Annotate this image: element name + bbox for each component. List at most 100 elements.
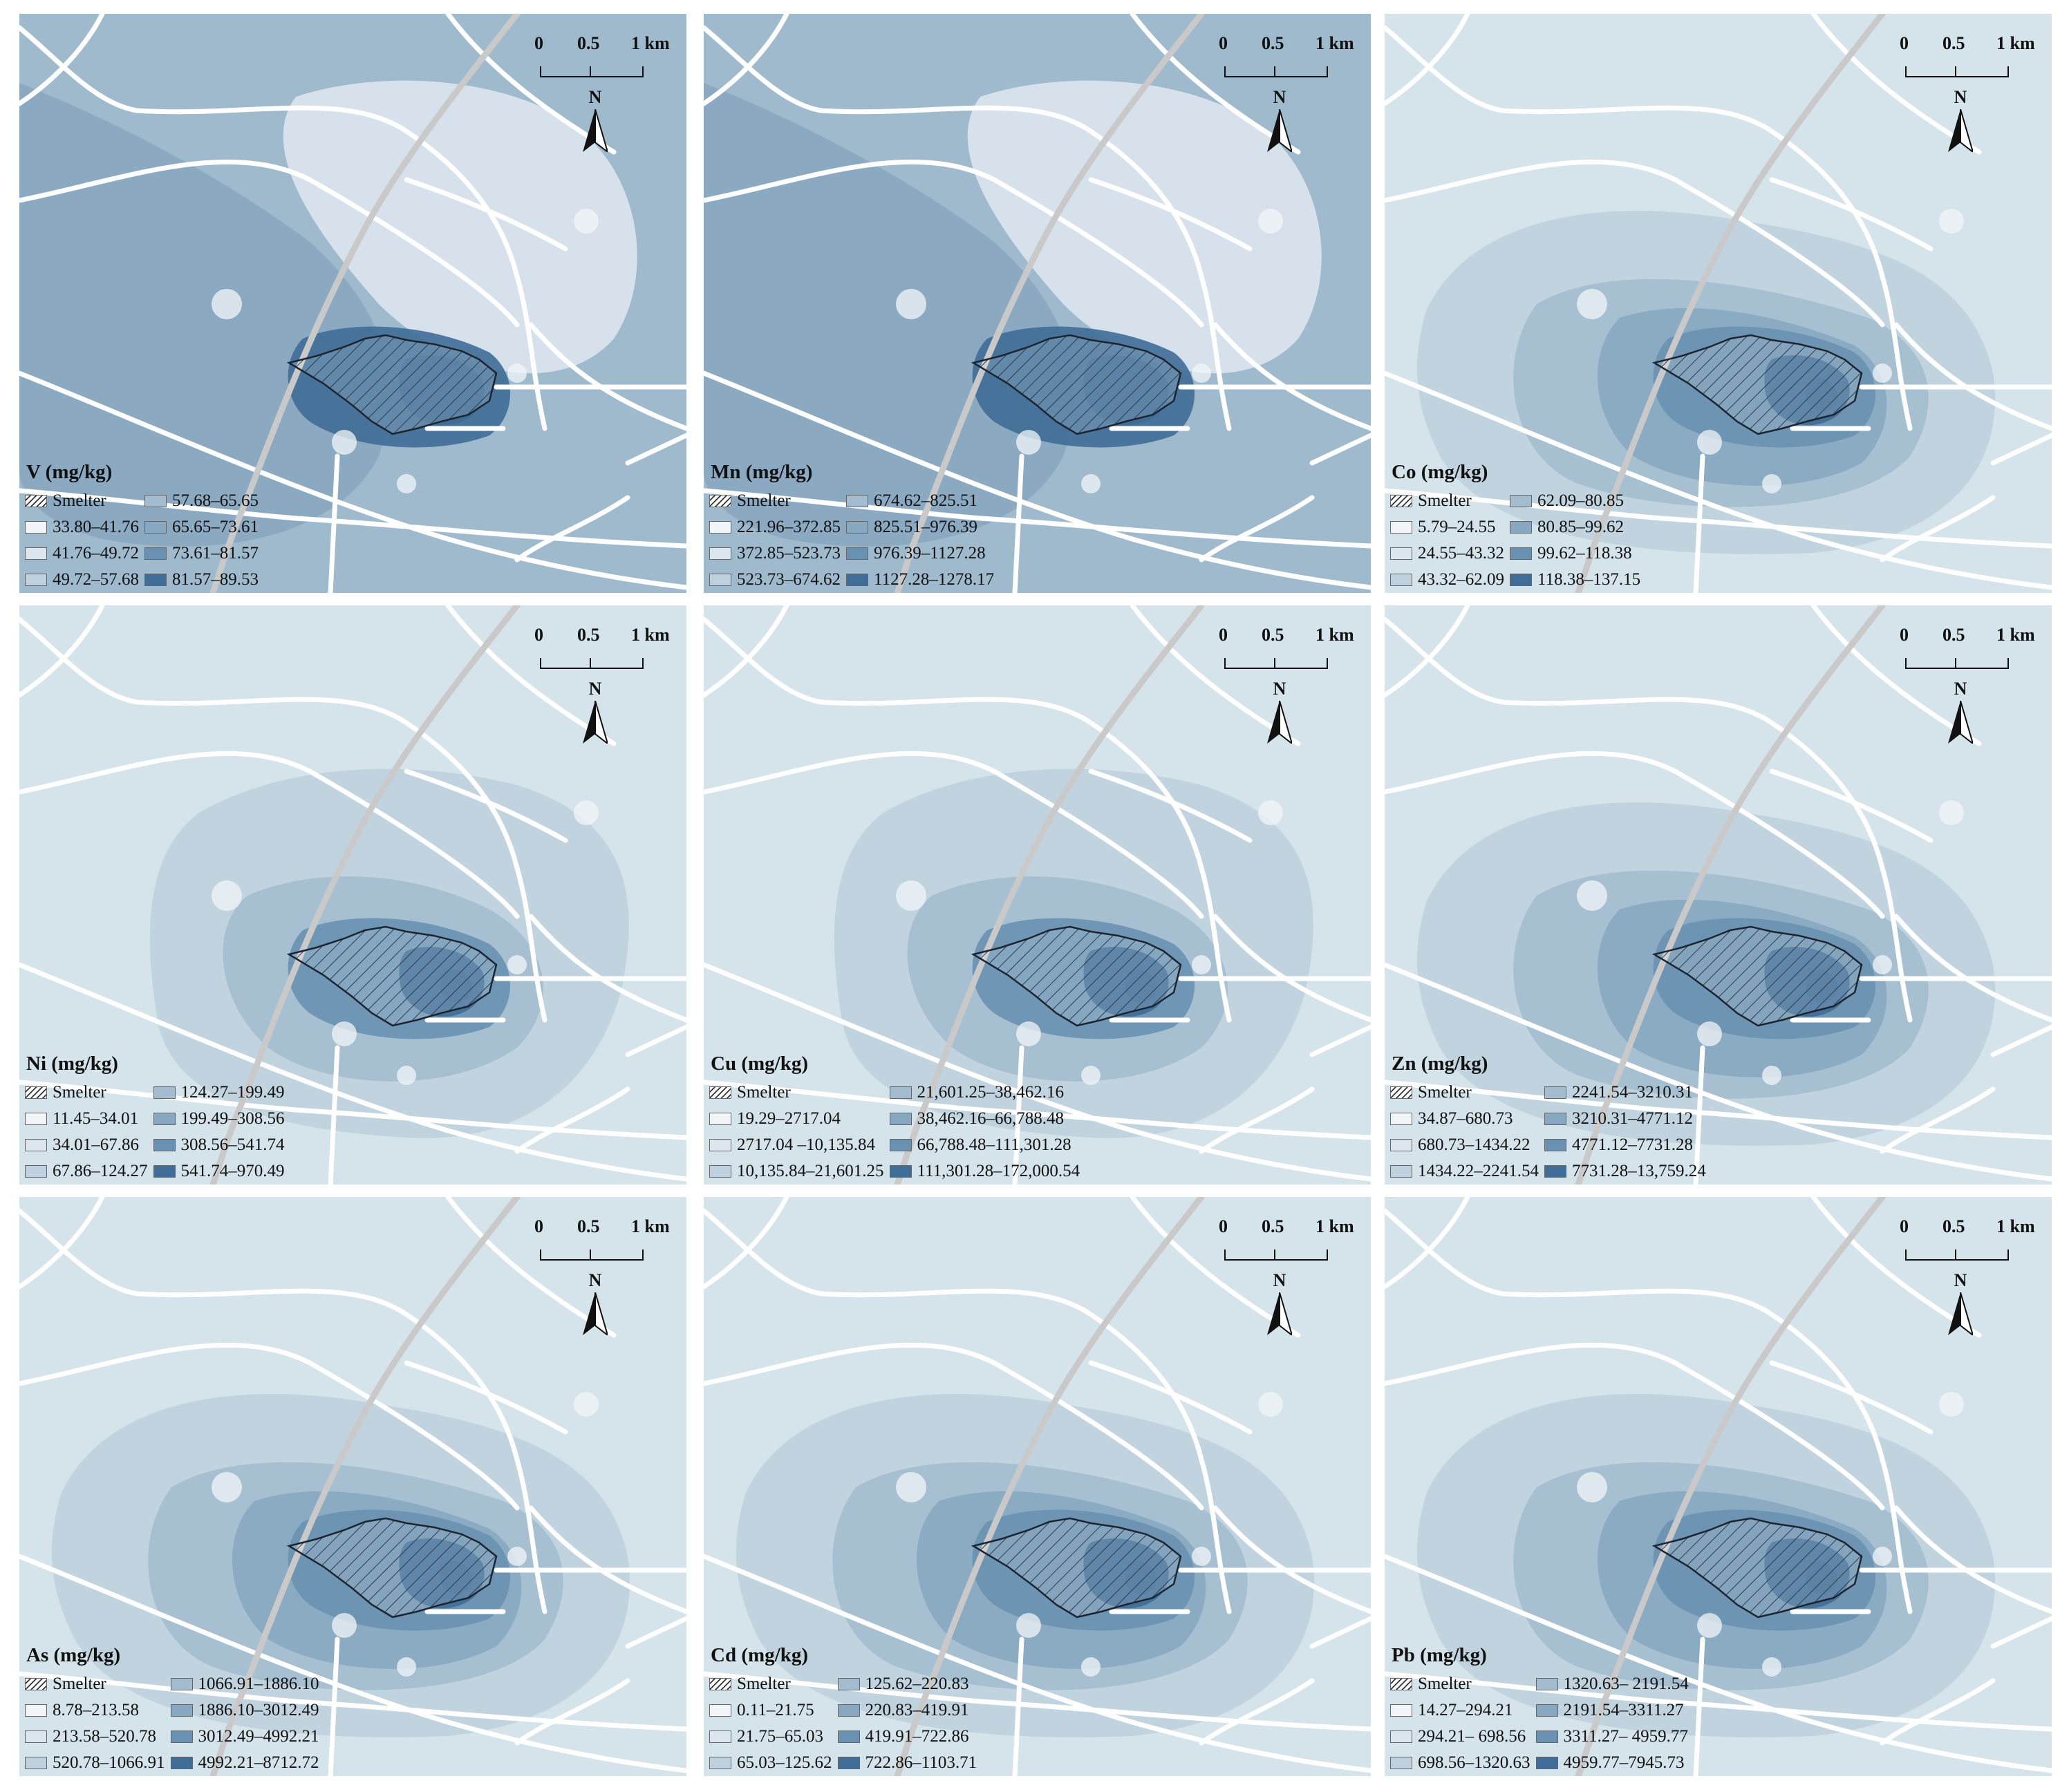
legend-item-smelter: Smelter xyxy=(25,488,139,514)
legend-label: 80.85–99.62 xyxy=(1537,518,1624,536)
smelter-swatch xyxy=(25,1678,47,1690)
smelter-area xyxy=(1651,1517,1863,1619)
road xyxy=(704,25,1232,431)
road xyxy=(1893,322,2052,431)
legend-label: 680.73–1434.22 xyxy=(1418,1135,1530,1154)
legend-swatch xyxy=(846,547,868,560)
legend-label: 372.85–523.73 xyxy=(737,544,841,563)
legend-label: 5.79–24.55 xyxy=(1418,518,1496,536)
low-value-spot xyxy=(1016,1021,1041,1046)
legend-swatch xyxy=(709,1113,731,1125)
legend-label: 419.91–722.86 xyxy=(865,1727,969,1746)
low-value-spot xyxy=(1016,430,1041,455)
north-label: N xyxy=(1273,87,1286,107)
scale-bar-line xyxy=(1905,658,2009,669)
legend-swatch xyxy=(1510,495,1532,507)
legend-item: 80.85–99.62 xyxy=(1510,514,1640,540)
north-arrow: N xyxy=(1940,679,1981,748)
legend-label: 2191.54–3311.27 xyxy=(1563,1701,1684,1719)
map-panel-ni: 0 0.5 1 km N Ni (mg/kg) Smelter 11.45–34.01 34.… xyxy=(19,605,686,1185)
legend-item: 125.62–220.83 xyxy=(837,1671,977,1697)
north-label: N xyxy=(588,1270,602,1290)
concentration-map xyxy=(1385,14,2052,593)
legend-item: 419.91–722.86 xyxy=(837,1724,977,1750)
legend-label: 0.11–21.75 xyxy=(737,1701,814,1719)
scale-one: 1 km xyxy=(1996,1216,2035,1236)
scale-one: 1 km xyxy=(631,33,670,53)
legend-swatch xyxy=(170,1730,193,1743)
legend-swatch xyxy=(144,495,167,507)
north-arrow-icon xyxy=(583,1292,608,1335)
legend-swatch xyxy=(1390,547,1412,560)
legend-item: 674.62–825.51 xyxy=(846,488,994,514)
legend-swatch xyxy=(170,1678,193,1690)
low-value-spot xyxy=(332,1021,357,1046)
legend-label: 33.80–41.76 xyxy=(53,518,139,536)
railway xyxy=(209,1197,521,1776)
low-value-spot xyxy=(507,955,527,974)
legend-label: 21,601.25–38,462.16 xyxy=(917,1083,1065,1102)
legend-item: 34.87–680.73 xyxy=(1390,1106,1539,1132)
legend-label: 4992.21–8712.72 xyxy=(198,1753,319,1772)
map-panel-cd: 0 0.5 1 km N Cd (mg/kg) Smelter 0.11–21.75 21.7… xyxy=(704,1197,1371,1776)
smelter-swatch xyxy=(1390,1678,1412,1690)
legend-item: 523.73–674.62 xyxy=(709,567,841,593)
legend-label: Smelter xyxy=(737,1675,791,1693)
north-arrow-icon xyxy=(1267,1292,1292,1335)
map-legend: Co (mg/kg) Smelter 5.79–24.55 24.55–43.32 43… xyxy=(1390,461,1640,593)
low-value-spot xyxy=(574,1392,599,1417)
road xyxy=(19,14,105,106)
legend-label: 1434.22–2241.54 xyxy=(1418,1162,1539,1180)
legend-label: 7731.28–13,759.24 xyxy=(1572,1162,1706,1180)
legend-swatch xyxy=(837,1730,860,1743)
legend-swatch xyxy=(1390,1165,1412,1178)
north-label: N xyxy=(588,679,602,699)
legend-label: 81.57–89.53 xyxy=(172,570,259,589)
concentration-map xyxy=(19,605,686,1185)
legend-item-smelter: Smelter xyxy=(709,1671,832,1697)
scale-one: 1 km xyxy=(1996,625,2035,645)
legend-label: 11.45–34.01 xyxy=(53,1109,139,1128)
legend-label: 1886.10–3012.49 xyxy=(198,1701,319,1719)
legend-label: 41.76–49.72 xyxy=(53,544,139,563)
legend-item: 213.58–520.78 xyxy=(25,1724,165,1750)
railway xyxy=(1575,605,1886,1185)
legend-label: 19.29–2717.04 xyxy=(737,1109,841,1128)
scale-bar-tick xyxy=(590,66,591,76)
legend-swatch xyxy=(846,574,868,586)
legend-item: 57.68–65.65 xyxy=(144,488,259,514)
legend-item: 73.61–81.57 xyxy=(144,540,259,567)
legend-item-smelter: Smelter xyxy=(25,1079,148,1106)
road xyxy=(704,1208,1232,1614)
legend-label: 57.68–65.65 xyxy=(172,491,259,510)
scale-zero: 0 xyxy=(1900,625,1909,645)
road xyxy=(1880,495,1996,563)
road xyxy=(19,605,105,698)
map-legend: V (mg/kg) Smelter 33.80–41.76 41.76–49.72 49… xyxy=(25,461,259,593)
scale-bar-line xyxy=(1224,1249,1328,1261)
legend-item: 3210.31–4771.12 xyxy=(1544,1106,1706,1132)
legend-label: 976.39–1127.28 xyxy=(874,544,986,563)
legend-label: 8.78–213.58 xyxy=(53,1701,139,1719)
legend-swatch xyxy=(170,1704,193,1717)
road xyxy=(528,322,686,431)
road xyxy=(1693,1637,1705,1776)
scale-bar: 0 0.5 1 km N xyxy=(533,33,671,152)
road xyxy=(1213,1505,1371,1614)
legend-item: 24.55–43.32 xyxy=(1390,540,1504,567)
map-panel-v: 0 0.5 1 km N V (mg/kg) Smelter 33.80–41.76 41.7… xyxy=(19,14,686,593)
road xyxy=(404,177,568,252)
legend-title: Cu (mg/kg) xyxy=(711,1053,808,1075)
road xyxy=(528,1505,686,1614)
legend-swatch xyxy=(153,1165,176,1178)
low-value-spot xyxy=(1258,209,1283,234)
legend-swatch xyxy=(837,1704,860,1717)
legend-swatch xyxy=(144,547,167,560)
legend-item: 11.45–34.01 xyxy=(25,1106,148,1132)
low-value-spot xyxy=(1577,880,1607,911)
legend-item: 1320.63– 2191.54 xyxy=(1535,1671,1689,1697)
road xyxy=(19,1208,547,1614)
map-panel-as: 0 0.5 1 km N As (mg/kg) Smelter 8.78–213.58 213… xyxy=(19,1197,686,1776)
legend-item: 81.57–89.53 xyxy=(144,567,259,593)
legend-swatch xyxy=(25,574,47,586)
